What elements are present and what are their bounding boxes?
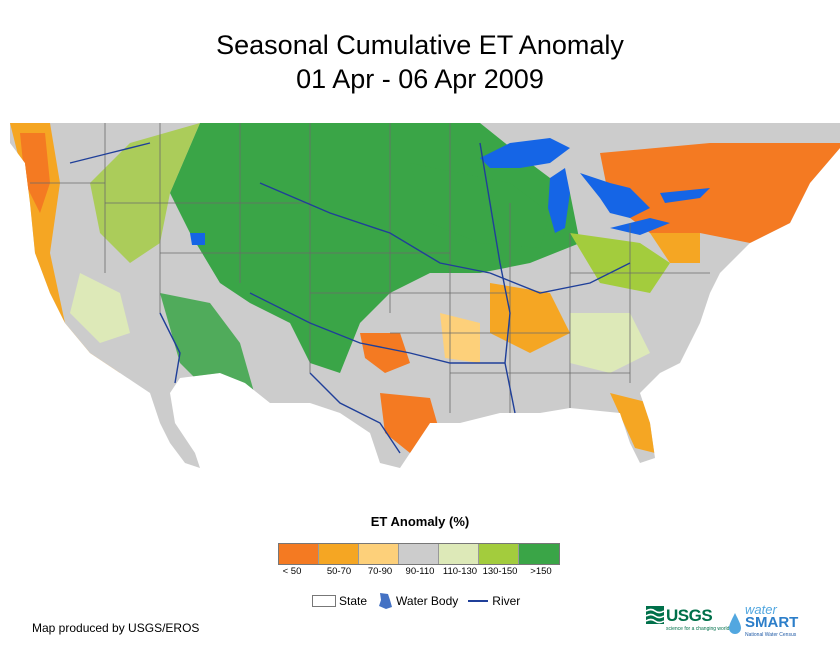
legend-item-river: River: [468, 594, 520, 608]
river-line-icon: [468, 600, 489, 602]
state-boundaries: [30, 123, 710, 413]
legend-label-gt150: >150: [530, 566, 552, 577]
usgs-wave-icon: [646, 606, 664, 624]
legend-item-water-body: Water Body: [377, 592, 458, 610]
water-body-icon: [379, 593, 393, 609]
watersmart-tagline: National Water Census: [745, 632, 797, 638]
usgs-tagline: science for a changing world: [666, 626, 730, 632]
legend-swatch-130-150: [479, 544, 519, 564]
legend-label-lt50: < 50: [282, 566, 302, 577]
legend-water-body-label: Water Body: [396, 594, 459, 608]
water-drop-icon: [729, 612, 741, 634]
water-bodies: [190, 138, 710, 245]
watersmart-logo: water SMART National Water Census: [728, 603, 798, 642]
map-title: Seasonal Cumulative ET Anomaly: [216, 30, 624, 60]
usgs-logo-text: USGS: [666, 606, 713, 625]
legend-title: ET Anomaly (%): [370, 514, 470, 529]
legend-item-state: State: [312, 594, 367, 608]
legend-river-label: River: [492, 594, 521, 608]
map-subtitle-dates: 01 Apr - 06 Apr 2009: [296, 64, 544, 94]
legend-swatch-gt150: [519, 544, 559, 564]
legend-label-70-90: 70-90: [367, 566, 393, 577]
legend-label-90-110: 90-110: [405, 566, 435, 577]
state-boundary-icon: [312, 595, 336, 607]
legend-swatch-90-110: [399, 544, 439, 564]
feature-legend: State Water Body River: [312, 592, 530, 610]
map-credit: Map produced by USGS/EROS: [32, 621, 200, 635]
et-anomaly-map: [10, 123, 840, 468]
watersmart-water-text: water: [745, 602, 777, 617]
legend-color-ramp: [278, 543, 560, 565]
legend-label-50-70: 50-70: [326, 566, 352, 577]
legend-swatch-50-70: [319, 544, 359, 564]
legend-swatch-110-130: [439, 544, 479, 564]
legend-swatch-70-90: [359, 544, 399, 564]
legend-state-label: State: [339, 594, 368, 608]
legend-label-110-130: 110-130: [442, 566, 478, 577]
anomaly-raster: [10, 123, 840, 468]
rivers: [69, 142, 631, 454]
legend-label-130-150: 130-150: [482, 566, 518, 577]
watersmart-smart-text: SMART: [745, 614, 799, 631]
legend-swatch-lt50: [279, 544, 319, 564]
usgs-logo: USGS science for a changing world: [646, 606, 729, 632]
